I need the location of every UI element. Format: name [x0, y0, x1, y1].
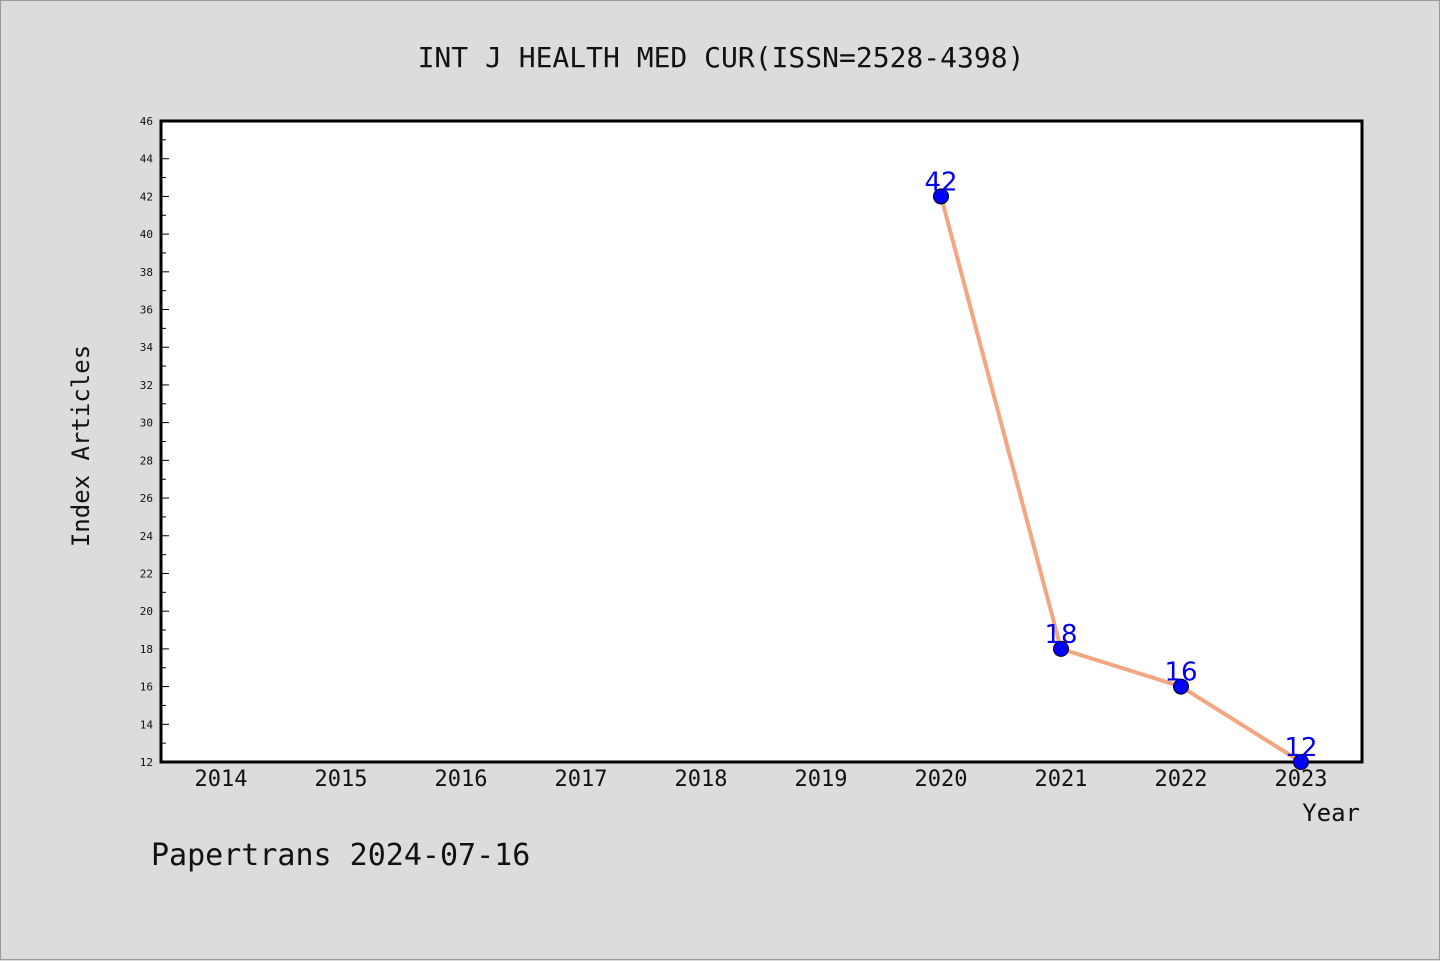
y-tick-label: 38 — [140, 266, 153, 279]
data-label: 42 — [924, 167, 957, 197]
x-tick-label: 2022 — [1155, 767, 1208, 792]
y-tick-label: 44 — [140, 153, 154, 166]
y-tick-label: 28 — [140, 454, 153, 467]
x-tick-label: 2015 — [315, 767, 368, 792]
y-tick-label: 22 — [140, 567, 153, 580]
y-tick-label: 24 — [140, 530, 154, 543]
x-tick-label: 2017 — [555, 767, 608, 792]
y-tick-label: 34 — [140, 341, 154, 354]
y-tick-label: 26 — [140, 492, 153, 505]
series-layer — [933, 188, 1309, 770]
y-axis-ticks: 12 14 16 18 20 22 24 26 28 30 32 34 36 38 40 42 44 46 — [140, 115, 169, 769]
y-tick-label: 32 — [140, 379, 153, 392]
data-labels: 42 18 16 12 — [924, 167, 1317, 763]
y-tick-label: 18 — [140, 643, 153, 656]
x-axis-ticks: 2014 2015 2016 2017 2018 2019 2020 2021 2022 2023 — [195, 767, 1328, 792]
x-tick-label: 2023 — [1275, 767, 1328, 792]
series-line — [939, 194, 1303, 764]
x-tick-label: 2016 — [435, 767, 488, 792]
footer-text: Papertrans 2024-07-16 — [151, 838, 530, 873]
chart-title: INT J HEALTH MED CUR(ISSN=2528-4398) — [418, 41, 1025, 74]
data-point — [1053, 640, 1069, 657]
data-label: 16 — [1164, 658, 1197, 688]
x-tick-label: 2020 — [915, 767, 968, 792]
x-tick-label: 2021 — [1035, 767, 1088, 792]
y-tick-label: 20 — [140, 605, 153, 618]
x-tick-label: 2019 — [795, 767, 848, 792]
y-tick-label: 40 — [140, 228, 153, 241]
x-tick-label: 2018 — [675, 767, 728, 792]
y-tick-label: 16 — [140, 681, 153, 694]
x-axis-label: Year — [1302, 799, 1360, 827]
y-tick-label: 30 — [140, 417, 153, 430]
data-point — [1173, 678, 1189, 695]
y-tick-label: 14 — [140, 718, 154, 731]
y-tick-label: 12 — [140, 756, 153, 769]
y-tick-label: 46 — [140, 115, 153, 128]
y-axis-label: Index Articles — [67, 345, 95, 547]
data-label: 18 — [1044, 620, 1077, 650]
x-tick-label: 2014 — [195, 767, 248, 792]
plot-area — [159, 119, 1364, 764]
data-point — [933, 188, 949, 205]
y-tick-label: 42 — [140, 190, 153, 203]
data-label: 12 — [1284, 733, 1317, 763]
y-tick-label: 36 — [140, 304, 153, 317]
data-point — [1293, 754, 1309, 770]
